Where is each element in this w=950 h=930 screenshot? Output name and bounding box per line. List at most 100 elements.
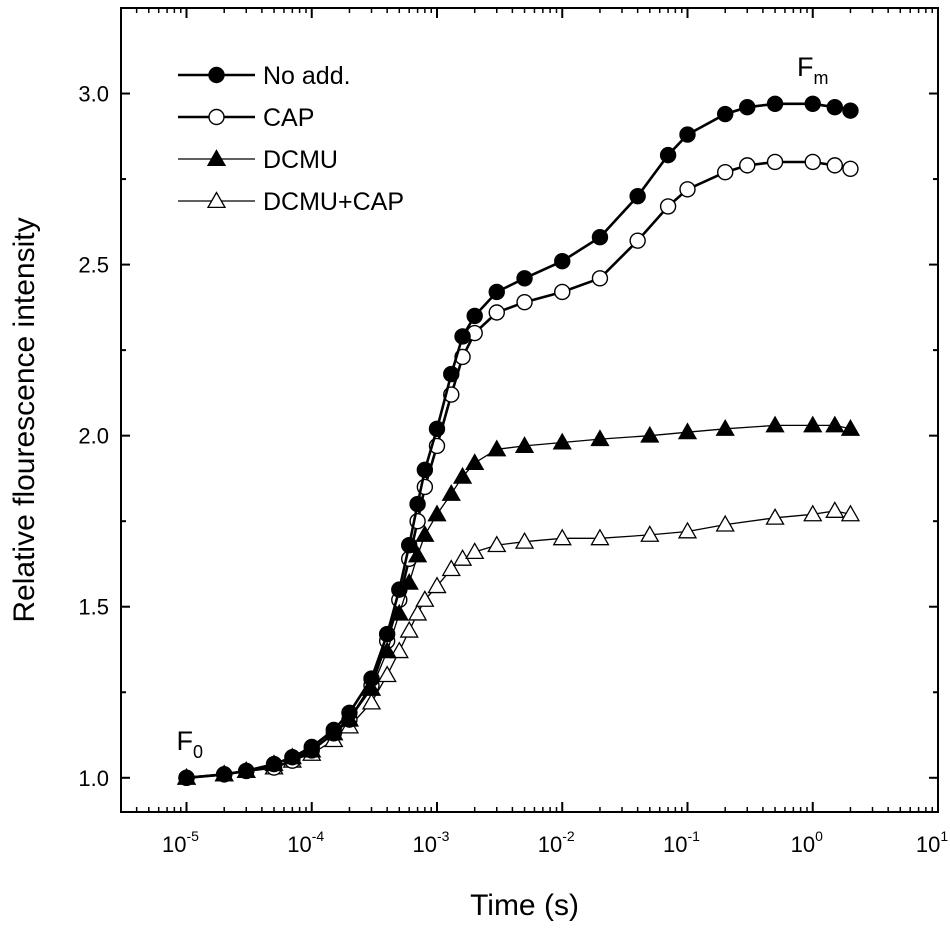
data-point — [554, 283, 571, 301]
data-point — [341, 704, 358, 721]
data-point — [409, 495, 426, 513]
annotations: F0 Fm — [176, 52, 828, 762]
data-point — [407, 545, 428, 563]
data-point — [284, 749, 301, 766]
data-point — [452, 466, 473, 484]
series-no-add- — [178, 95, 859, 786]
data-point — [766, 95, 784, 112]
data-point — [640, 525, 660, 542]
data-point — [465, 542, 485, 560]
data-point — [325, 721, 342, 739]
data-point — [804, 95, 821, 112]
data-point — [717, 105, 734, 123]
data-point — [765, 415, 785, 433]
data-point — [591, 270, 609, 287]
data-point — [443, 365, 460, 383]
data-point — [804, 153, 821, 171]
data-point — [840, 419, 861, 436]
data-point — [488, 304, 505, 321]
legend: No add. CAP DCMU DCMU+CAP — [178, 62, 404, 216]
data-point — [659, 146, 677, 164]
data-point — [677, 521, 698, 539]
data-point — [415, 525, 435, 542]
data-point — [401, 536, 418, 554]
data-point — [377, 665, 397, 683]
data-point — [590, 429, 610, 447]
data-point — [428, 420, 446, 438]
data-point — [825, 501, 845, 518]
data-point — [591, 229, 609, 246]
y-tick-label: 1.0 — [78, 766, 109, 791]
x-tick-label: 100 — [791, 828, 823, 857]
data-point — [361, 679, 382, 696]
legend-item: DCMU — [178, 146, 338, 174]
data-point — [826, 99, 844, 116]
data-point — [415, 590, 435, 607]
plot-frame — [120, 7, 939, 813]
data-point — [629, 187, 646, 205]
series-cap — [178, 153, 859, 786]
data-point — [803, 504, 823, 522]
data-point — [265, 755, 283, 773]
data-point — [552, 528, 572, 546]
series-line — [186, 424, 851, 779]
annotation-fm: Fm — [797, 52, 829, 88]
data-point — [826, 157, 844, 174]
legend-item: DCMU+CAP — [178, 188, 404, 216]
legend-marker — [208, 108, 225, 126]
data-point — [679, 126, 696, 143]
data-point — [679, 181, 696, 198]
data-point — [378, 625, 396, 643]
data-point — [552, 432, 572, 450]
data-point — [487, 439, 507, 457]
legend-marker — [206, 149, 227, 167]
y-tick-label: 3.0 — [78, 82, 109, 107]
data-point — [842, 160, 859, 178]
legend-label: DCMU+CAP — [263, 188, 404, 216]
data-point — [466, 307, 483, 325]
data-point — [554, 252, 571, 270]
x-tick-label: 10-1 — [663, 828, 700, 857]
data-point — [739, 157, 756, 174]
data-point — [441, 484, 461, 501]
legend-item: No add. — [178, 62, 351, 90]
x-tick-label: 10-3 — [413, 828, 450, 857]
data-point — [441, 559, 461, 577]
y-axis-title: Relative flourescence intensity — [8, 217, 41, 622]
data-point — [465, 453, 485, 471]
data-point — [659, 198, 677, 215]
data-point — [516, 294, 533, 311]
data-point — [215, 766, 233, 783]
data-point — [427, 576, 447, 594]
data-point — [629, 232, 646, 249]
data-point — [842, 102, 859, 119]
data-point — [765, 507, 785, 525]
data-point — [739, 99, 756, 116]
data-point — [516, 270, 533, 287]
y-tick-label: 1.5 — [78, 595, 109, 620]
data-point — [677, 422, 698, 440]
series-dcmu-cap — [176, 501, 861, 785]
legend-label: CAP — [263, 104, 314, 132]
y-tick-label: 2.5 — [78, 253, 109, 278]
series-dcmu — [176, 415, 861, 785]
data-point — [427, 504, 447, 522]
series-layer — [176, 95, 861, 786]
data-point — [407, 603, 428, 621]
data-point — [363, 670, 380, 687]
x-tick-label: 10-4 — [287, 828, 324, 857]
data-point — [825, 415, 845, 433]
data-point — [238, 762, 255, 780]
data-point — [416, 461, 434, 479]
legend-label: No add. — [263, 62, 351, 90]
annotation-f0: F0 — [176, 726, 203, 762]
data-point — [840, 504, 861, 522]
data-point — [391, 581, 408, 598]
data-point — [514, 531, 535, 549]
data-point — [488, 283, 505, 301]
data-point — [590, 528, 610, 546]
data-point — [717, 164, 734, 181]
series-line — [186, 160, 851, 780]
x-axis-title: Time (s) — [470, 889, 579, 922]
